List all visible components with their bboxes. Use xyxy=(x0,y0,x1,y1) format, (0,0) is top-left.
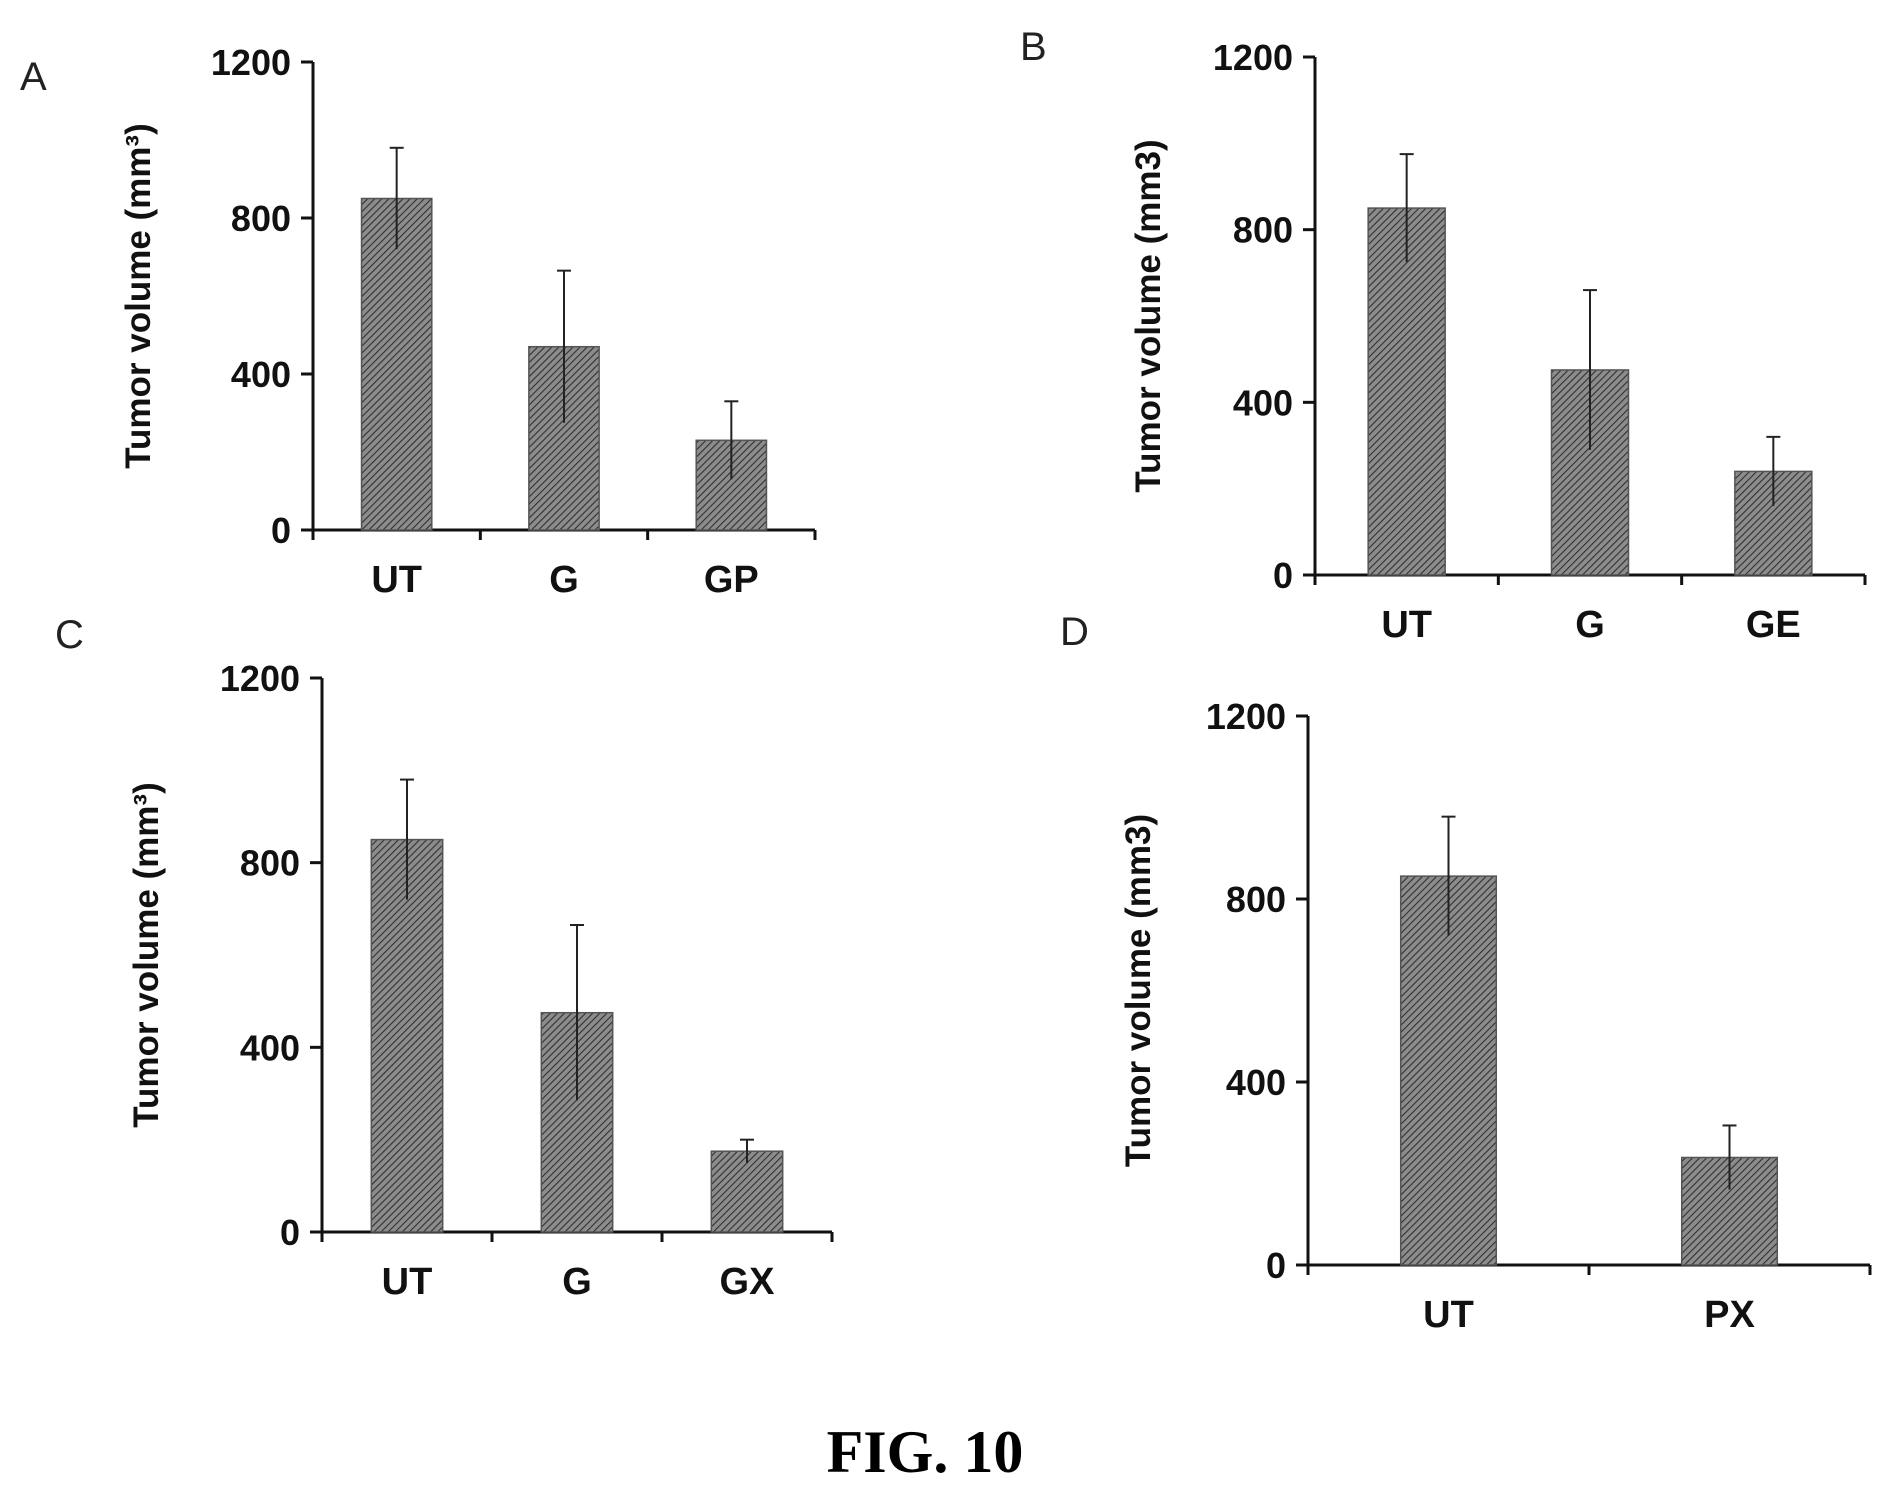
panel-label-c: C xyxy=(55,613,84,657)
y-tick-label: 400 xyxy=(231,354,291,395)
category-label: PX xyxy=(1704,1294,1755,1336)
y-axis-title: Tumor volume (mm³) xyxy=(127,782,166,1127)
panel-a: A 0 400 800 1200 Tumor volume (mm³) UT G GP xyxy=(20,42,817,601)
category-label: G xyxy=(562,1261,592,1303)
y-tick-label: 800 xyxy=(1233,210,1293,251)
panel-label-d: D xyxy=(1060,610,1089,654)
panel-d: D 0 400 800 1200 Tumor volume (mm3) UT PX xyxy=(1060,610,1872,1336)
y-tick-label: 0 xyxy=(271,510,291,551)
y-tick-label: 800 xyxy=(1226,879,1286,920)
y-tick-label: 0 xyxy=(1273,555,1293,596)
panel-b: B 0 400 800 1200 Tumor volume (mm3) UT G GE xyxy=(1020,25,1867,646)
bar-ut xyxy=(1367,207,1446,576)
bar-ut xyxy=(1399,875,1498,1266)
y-tick-label: 400 xyxy=(240,1027,300,1068)
y-tick-label: 1200 xyxy=(1213,37,1293,78)
category-label: GE xyxy=(1746,604,1801,646)
y-tick-label: 400 xyxy=(1233,382,1293,423)
y-axis-title: Tumor volume (mm³) xyxy=(119,123,158,468)
bar-gx xyxy=(710,1150,784,1233)
panel-label-b: B xyxy=(1020,25,1047,69)
y-axis-title: Tumor volume (mm3) xyxy=(1119,814,1158,1167)
category-label: G xyxy=(549,559,579,601)
category-label: GP xyxy=(704,559,759,601)
y-tick-label: 1200 xyxy=(211,42,291,83)
y-tick-label: 1200 xyxy=(220,658,300,699)
y-tick-label: 800 xyxy=(240,843,300,884)
y-tick-label: 400 xyxy=(1226,1062,1286,1103)
category-label: UT xyxy=(382,1261,433,1303)
category-label: G xyxy=(1575,604,1605,646)
panel-label-a: A xyxy=(20,55,47,99)
category-label: UT xyxy=(1423,1294,1474,1336)
figure-caption: FIG. 10 xyxy=(827,1419,1024,1485)
y-axis-title: Tumor volume (mm3) xyxy=(1129,139,1168,492)
category-label: UT xyxy=(1381,604,1432,646)
chart-panels: A 0 400 800 1200 Tumor volume (mm³) UT G GP B 0 400… xyxy=(20,25,1872,1336)
bar-ut xyxy=(370,838,444,1233)
y-tick-label: 0 xyxy=(280,1212,300,1253)
y-tick-label: 800 xyxy=(231,198,291,239)
category-label: UT xyxy=(371,559,422,601)
y-tick-label: 1200 xyxy=(1206,696,1286,737)
category-label: GX xyxy=(720,1261,776,1303)
panel-c: C 0 400 800 1200 Tumor volume (mm³) UT G GX xyxy=(55,613,834,1303)
y-tick-label: 0 xyxy=(1266,1245,1286,1286)
